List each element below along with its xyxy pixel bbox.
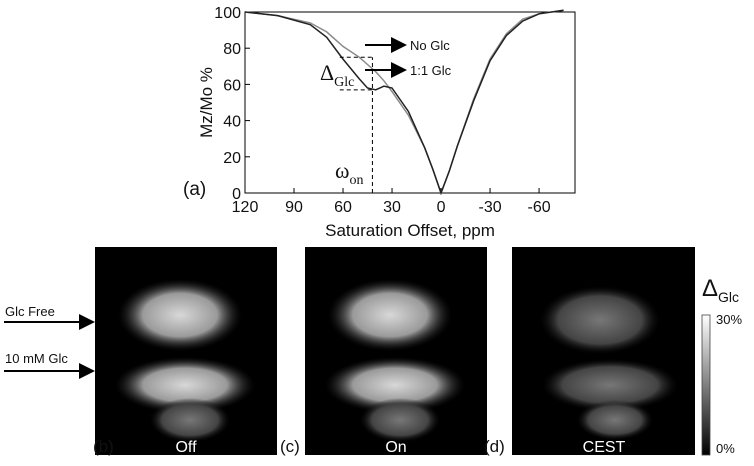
x-tick-label: 90 — [285, 199, 303, 216]
x-tick-label: 120 — [232, 199, 259, 216]
panel-caption: CEST — [583, 439, 626, 456]
x-tick-label: -30 — [478, 199, 501, 216]
colorbar-title-sub: Glc — [718, 289, 739, 305]
annotation-main: Δ — [320, 60, 334, 85]
y-tick-label: 20 — [223, 150, 241, 167]
image-d — [512, 247, 695, 455]
annotation-sub: on — [349, 173, 363, 188]
panel-caption: Off — [175, 439, 197, 456]
panel-label: (a) — [183, 179, 206, 200]
y-tick-label: 60 — [223, 77, 241, 94]
y-tick-label: 40 — [223, 114, 241, 131]
y-tick-label: 0 — [232, 186, 241, 203]
panel-label: (c) — [280, 437, 300, 456]
plot-frame — [244, 11, 576, 194]
colorbar-min: 0% — [716, 441, 735, 456]
annotation-sub: Glc — [334, 75, 354, 90]
image-b — [95, 247, 277, 455]
panel-label: (d) — [484, 437, 505, 456]
x-tick-label: 60 — [334, 199, 352, 216]
legend-label: No Glc — [410, 38, 450, 53]
annotation: ΔGlc — [320, 60, 354, 90]
series-line — [244, 9, 564, 196]
y-axis-label: Mz/Mo % — [197, 67, 216, 138]
annotation: ωon — [335, 158, 363, 188]
x-tick-label: 0 — [437, 199, 446, 216]
image-c — [305, 247, 487, 455]
series-line — [244, 9, 564, 196]
y-tick-label: 80 — [223, 41, 241, 58]
row-label: Glc Free — [5, 304, 55, 319]
panel-caption: On — [385, 439, 406, 456]
y-tick-label: 100 — [214, 5, 241, 22]
colorbar-title: ΔGlc — [702, 275, 739, 305]
colorbar-max: 30% — [716, 312, 742, 327]
legend-label: 1:1 Glc — [410, 63, 452, 78]
annotation-main: ω — [335, 158, 349, 183]
row-label: 10 mM Glc — [5, 351, 68, 366]
panel-label: (b) — [93, 437, 114, 456]
x-tick-label: 30 — [383, 199, 401, 216]
colorbar-title-main: Δ — [702, 275, 718, 302]
x-tick-label: -60 — [527, 199, 550, 216]
x-axis-label: Saturation Offset, ppm — [325, 221, 495, 240]
colorbar — [701, 314, 711, 456]
